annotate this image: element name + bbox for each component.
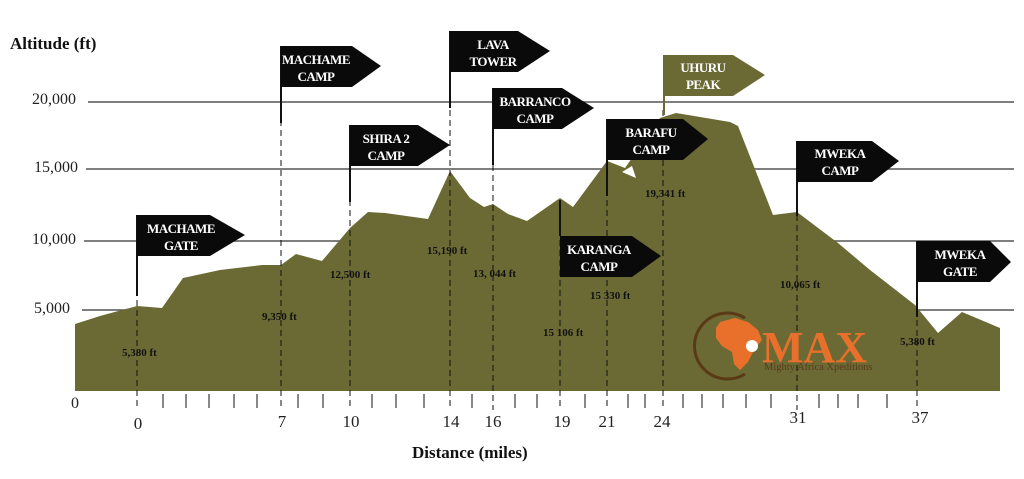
svg-text:CAMP: CAMP — [517, 111, 555, 126]
svg-text:Mighty Africa Xpeditions: Mighty Africa Xpeditions — [764, 362, 873, 373]
svg-text:TOWER: TOWER — [469, 54, 517, 69]
logo-ring-icon — [693, 311, 746, 381]
y-tick-10000: 10,000 — [32, 231, 76, 248]
x-axis-title: Distance (miles) — [412, 443, 528, 462]
x-tick-21: 21 — [598, 412, 616, 431]
svg-text:CAMP: CAMP — [368, 148, 406, 163]
altitude-label-machame-gate: 5,380 ft — [122, 347, 157, 359]
svg-text:GATE: GATE — [943, 264, 977, 279]
lion-head-icon — [746, 340, 758, 352]
svg-text:MWEKA: MWEKA — [815, 146, 867, 161]
altitude-label-barranco-camp: 13, 044 ft — [473, 268, 517, 280]
svg-text:MACHAME: MACHAME — [147, 221, 215, 236]
altitude-label-karanga-camp: 15 106 ft — [543, 327, 584, 339]
svg-text:MACHAME: MACHAME — [282, 52, 350, 67]
altitude-label-barafu-camp: 15 330 ft — [590, 290, 631, 302]
x-tick-19: 19 — [553, 412, 571, 431]
altitude-label-mweka-gate: 5,380 ft — [900, 336, 935, 348]
x-tick-10: 10 — [342, 412, 360, 431]
x-tick-14: 14 — [442, 412, 460, 431]
elevation-area — [75, 113, 1000, 391]
y-tick-0: 0 — [71, 395, 79, 412]
flag-karanga-camp: KARANGA CAMP — [560, 236, 661, 277]
svg-text:BARRANCO: BARRANCO — [499, 94, 571, 109]
altitude-label-shira-2-camp: 12,500 ft — [330, 269, 371, 281]
x-tick-31: 31 — [789, 408, 807, 427]
svg-text:KARANGA: KARANGA — [567, 242, 632, 257]
svg-text:MAX: MAX — [762, 323, 867, 372]
svg-text:CAMP: CAMP — [581, 259, 619, 274]
svg-text:PEAK: PEAK — [686, 77, 722, 92]
x-tick-24: 24 — [653, 412, 671, 431]
flag-mweka-gate: MWEKA GATE — [917, 241, 1011, 282]
svg-text:GATE: GATE — [164, 238, 198, 253]
flag-shira-2-camp: SHIRA 2 CAMP — [350, 125, 450, 166]
flag-lava-tower: LAVA TOWER — [450, 31, 550, 72]
x-tick-37: 37 — [911, 408, 929, 427]
svg-text:UHURU: UHURU — [680, 60, 726, 75]
company-logo: MAX Mighty Africa Xpeditions — [693, 311, 873, 381]
svg-text:MWEKA: MWEKA — [935, 247, 987, 262]
y-tick-20000: 20,000 — [32, 91, 76, 108]
svg-text:BARAFU: BARAFU — [625, 125, 677, 140]
flag-barafu-camp: BARAFU CAMP — [607, 119, 708, 160]
altitude-label-mweka-camp: 10,065 ft — [780, 279, 821, 291]
svg-text:SHIRA 2: SHIRA 2 — [363, 131, 410, 146]
y-axis-title: Altitude (ft) — [10, 34, 97, 53]
x-tick-7: 7 — [277, 412, 287, 431]
y-tick-5000: 5,000 — [34, 300, 70, 317]
svg-text:CAMP: CAMP — [298, 69, 336, 84]
altitude-label-uhuru-peak: 19,341 ft — [645, 188, 686, 200]
flag-mweka-camp: MWEKA CAMP — [797, 141, 899, 182]
svg-text:CAMP: CAMP — [633, 142, 671, 157]
y-tick-15000: 15,000 — [34, 159, 78, 176]
flag-machame-gate: MACHAME GATE — [137, 215, 245, 256]
svg-text:CAMP: CAMP — [822, 163, 860, 178]
x-tick-0: 0 — [133, 414, 143, 433]
x-tick-16: 16 — [484, 412, 502, 431]
altitude-label-machame-camp: 9,350 ft — [262, 311, 297, 323]
x-axis-ticks — [162, 394, 888, 408]
altitude-label-lava-tower: 15,190 ft — [427, 245, 468, 257]
svg-text:LAVA: LAVA — [477, 37, 510, 52]
africa-map-icon — [716, 318, 762, 370]
flag-barranco-camp: BARRANCO CAMP — [493, 88, 594, 129]
flag-machame-camp: MACHAME CAMP — [281, 46, 381, 87]
flag-uhuru-peak: UHURU PEAK — [664, 55, 765, 96]
